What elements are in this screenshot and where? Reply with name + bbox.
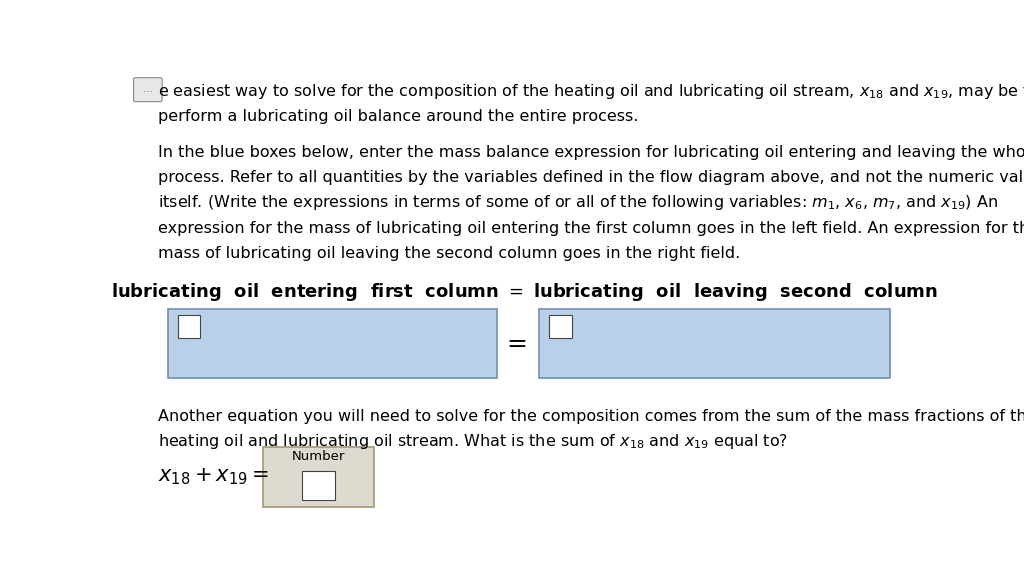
FancyBboxPatch shape [539,309,890,378]
Text: Number: Number [292,450,345,463]
FancyBboxPatch shape [263,447,374,507]
Text: mass of lubricating oil leaving the second column goes in the right field.: mass of lubricating oil leaving the seco… [158,246,740,261]
Text: perform a lubricating oil balance around the entire process.: perform a lubricating oil balance around… [158,109,639,124]
Text: Another equation you will need to solve for the composition comes from the sum o: Another equation you will need to solve … [158,409,1024,424]
FancyBboxPatch shape [168,309,497,378]
Text: expression for the mass of lubricating oil entering the first column goes in the: expression for the mass of lubricating o… [158,221,1024,236]
Text: $\mathit{x}_{18}+\mathit{x}_{19}=$: $\mathit{x}_{18}+\mathit{x}_{19}=$ [158,467,269,488]
Text: process. Refer to all quantities by the variables defined in the flow diagram ab: process. Refer to all quantities by the … [158,170,1024,185]
Text: heating oil and lubricating oil stream. What is the sum of $x_{18}$ and $x_{19}$: heating oil and lubricating oil stream. … [158,432,788,451]
Text: =: = [507,332,527,355]
Text: lubricating  oil  entering  first  column $=$ lubricating  oil  leaving  second : lubricating oil entering first column $=… [112,280,938,302]
FancyBboxPatch shape [178,314,201,338]
Text: In the blue boxes below, enter the mass balance expression for lubricating oil e: In the blue boxes below, enter the mass … [158,145,1024,160]
FancyBboxPatch shape [302,471,335,500]
Text: itself. (Write the expressions in terms of some of or all of the following varia: itself. (Write the expressions in terms … [158,193,998,212]
FancyBboxPatch shape [550,314,571,338]
Text: e easiest way to solve for the composition of the heating oil and lubricating oi: e easiest way to solve for the compositi… [158,82,1024,101]
Text: …: … [143,84,153,94]
FancyBboxPatch shape [133,78,162,102]
